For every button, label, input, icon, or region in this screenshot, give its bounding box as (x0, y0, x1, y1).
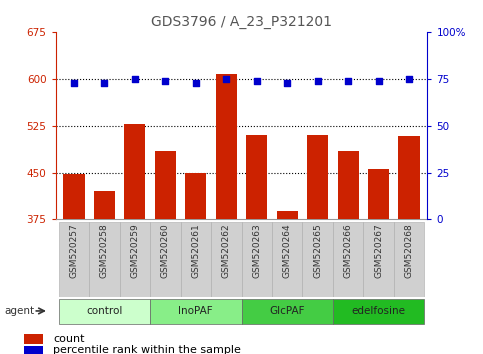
FancyBboxPatch shape (333, 222, 363, 297)
Bar (368, 170, 389, 219)
Bar (338, 151, 359, 219)
FancyBboxPatch shape (120, 222, 150, 297)
FancyBboxPatch shape (394, 222, 425, 297)
Text: GSM520258: GSM520258 (100, 223, 109, 278)
Point (192, 80, 199, 85)
FancyBboxPatch shape (242, 299, 333, 324)
Bar (277, 211, 298, 219)
Bar (63, 174, 85, 219)
Bar (215, 74, 237, 219)
Text: GSM520262: GSM520262 (222, 223, 231, 278)
Point (375, 78, 383, 84)
Bar (94, 191, 115, 219)
Bar (155, 151, 176, 219)
Point (100, 80, 108, 85)
Text: GSM520261: GSM520261 (191, 223, 200, 278)
Text: edelfosine: edelfosine (352, 306, 406, 316)
Point (284, 80, 291, 85)
FancyBboxPatch shape (302, 222, 333, 297)
Point (161, 78, 169, 84)
FancyBboxPatch shape (181, 222, 211, 297)
Bar (398, 136, 420, 219)
Point (131, 76, 139, 81)
Bar (124, 124, 145, 219)
Text: GSM520267: GSM520267 (374, 223, 383, 278)
Point (253, 78, 261, 84)
FancyBboxPatch shape (211, 222, 242, 297)
FancyBboxPatch shape (150, 299, 242, 324)
FancyBboxPatch shape (89, 222, 120, 297)
Text: GSM520265: GSM520265 (313, 223, 322, 278)
Bar (185, 172, 206, 219)
Text: GSM520266: GSM520266 (344, 223, 353, 278)
FancyBboxPatch shape (333, 299, 425, 324)
Point (314, 78, 322, 84)
Text: GSM520263: GSM520263 (252, 223, 261, 278)
Text: GlcPAF: GlcPAF (270, 306, 305, 316)
FancyBboxPatch shape (58, 299, 150, 324)
FancyBboxPatch shape (242, 222, 272, 297)
FancyBboxPatch shape (150, 222, 181, 297)
Bar (24, 346, 43, 354)
Bar (24, 334, 43, 344)
Text: GSM520257: GSM520257 (70, 223, 78, 278)
Text: GSM520264: GSM520264 (283, 223, 292, 278)
Point (344, 78, 352, 84)
Text: agent: agent (4, 306, 35, 316)
Text: InoPAF: InoPAF (178, 306, 213, 316)
Bar (246, 135, 268, 219)
FancyBboxPatch shape (363, 222, 394, 297)
Point (70, 80, 78, 85)
Title: GDS3796 / A_23_P321201: GDS3796 / A_23_P321201 (151, 16, 332, 29)
FancyBboxPatch shape (58, 222, 89, 297)
Point (222, 76, 230, 81)
Text: GSM520260: GSM520260 (161, 223, 170, 278)
Text: control: control (86, 306, 123, 316)
Text: GSM520268: GSM520268 (405, 223, 413, 278)
Bar (307, 135, 328, 219)
Text: count: count (53, 334, 85, 344)
Point (405, 76, 413, 81)
Text: percentile rank within the sample: percentile rank within the sample (53, 346, 241, 354)
FancyBboxPatch shape (272, 222, 302, 297)
Text: GSM520259: GSM520259 (130, 223, 139, 278)
